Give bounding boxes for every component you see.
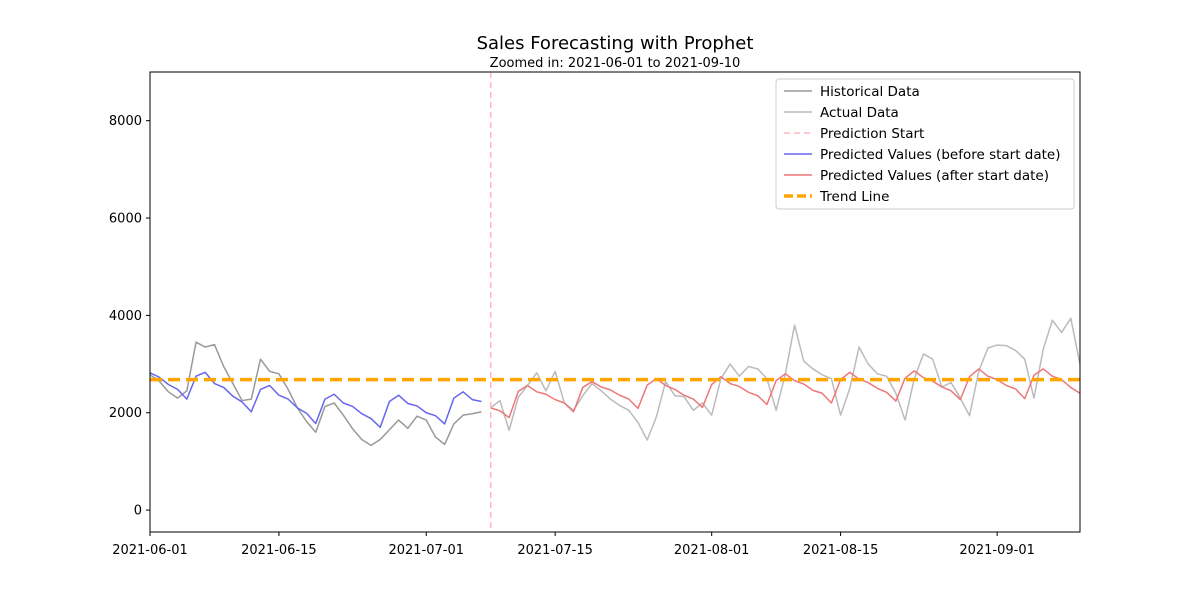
y-tick-label: 6000 <box>109 212 142 227</box>
chart-subtitle: Zoomed in: 2021-06-01 to 2021-09-10 <box>490 56 741 71</box>
y-tick-label: 2000 <box>109 406 142 421</box>
legend-label: Prediction Start <box>820 126 924 142</box>
x-tick-label: 2021-07-01 <box>388 543 464 558</box>
y-axis: 0 2000 4000 6000 8000 <box>109 114 150 519</box>
y-tick-label: 0 <box>134 504 142 519</box>
x-tick-label: 2021-09-01 <box>959 543 1035 558</box>
series-line-actual <box>490 317 1080 441</box>
chart-title: Sales Forecasting with Prophet <box>477 33 754 54</box>
x-tick-label: 2021-08-15 <box>803 543 879 558</box>
x-axis: 2021-06-01 2021-06-15 2021-07-01 2021-07-15… <box>112 532 1035 558</box>
plot-frame <box>149 71 1081 533</box>
legend-label: Historical Data <box>820 84 920 100</box>
series-line-historical <box>150 341 482 447</box>
legend-label: Trend Line <box>819 189 889 205</box>
legend-label: Predicted Values (after start date) <box>820 168 1049 184</box>
x-tick-label: 2021-06-01 <box>112 543 188 558</box>
y-tick-label: 8000 <box>109 114 142 129</box>
x-tick-label: 2021-07-15 <box>517 543 593 558</box>
legend-label: Actual Data <box>820 105 899 121</box>
series-line-predicted-before <box>150 371 482 429</box>
series-line-predicted-after <box>490 368 1080 419</box>
legend-box <box>775 78 1075 210</box>
x-tick-label: 2021-08-01 <box>674 543 750 558</box>
y-tick-label: 4000 <box>109 309 142 324</box>
x-tick-label: 2021-06-15 <box>241 543 317 558</box>
legend: Historical Data Actual Data Prediction Sta… <box>775 78 1075 210</box>
plot-content <box>150 72 1080 532</box>
legend-label: Predicted Values (before start date) <box>820 147 1061 163</box>
